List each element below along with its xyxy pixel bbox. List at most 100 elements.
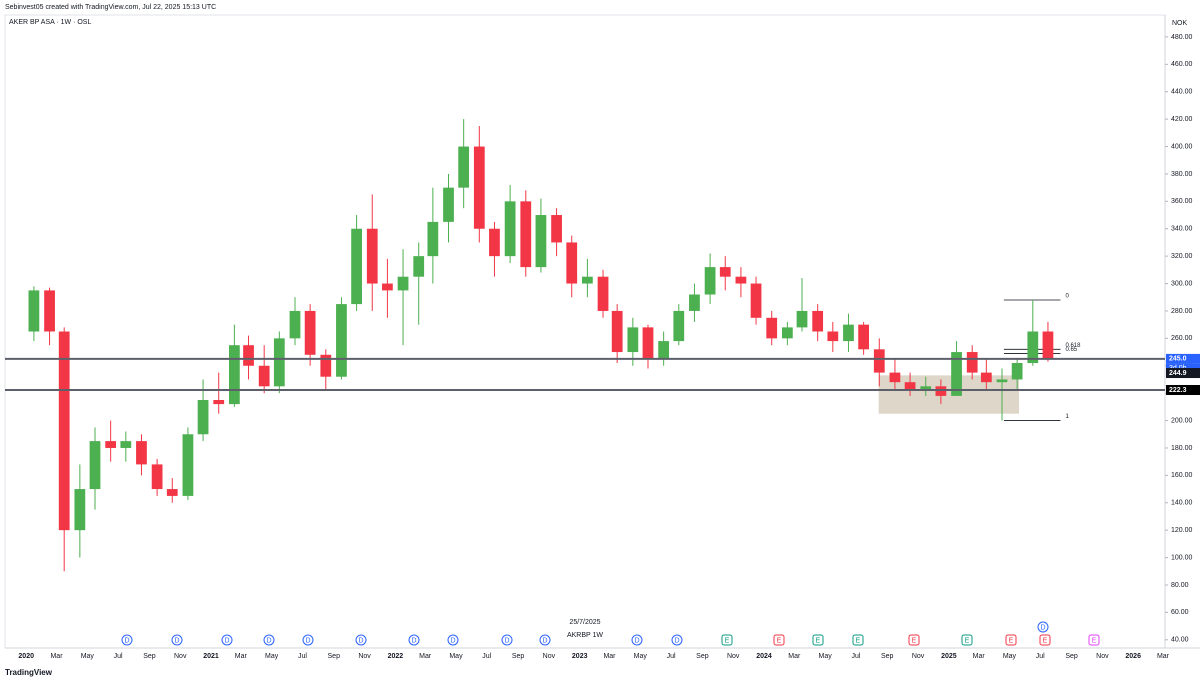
event-label: E — [816, 637, 821, 644]
y-tick-label: 140.00 — [1171, 500, 1193, 507]
event-icon — [908, 634, 920, 646]
event-label: D — [542, 637, 547, 644]
event-icon — [355, 634, 367, 646]
candle-body — [980, 372, 992, 383]
candle-body — [1011, 363, 1023, 380]
x-tick-label: 2020 — [18, 653, 34, 660]
candle-body — [105, 441, 117, 448]
candle-body — [597, 276, 609, 311]
candle-body — [151, 464, 163, 490]
y-tick-label: 460.00 — [1171, 61, 1193, 68]
x-tick-label: 2025 — [941, 653, 957, 660]
event-label: E — [1009, 637, 1014, 644]
candle-body — [812, 310, 824, 332]
event-icon — [1037, 621, 1049, 633]
event-label: E — [777, 637, 782, 644]
credit: Sebinvest05 created with TradingView.com… — [5, 4, 216, 11]
x-tick-label: Sep — [512, 653, 525, 660]
x-tick-label: Nov — [727, 653, 740, 660]
candle-body — [304, 310, 316, 355]
chart-title: AKER BP ASA · 1W · OSL — [9, 19, 91, 26]
y-tick-label: 80.00 — [1171, 582, 1189, 589]
candle-body — [320, 354, 332, 377]
fib-label: 1 — [1065, 414, 1069, 420]
x-tick-label: Mar — [788, 653, 801, 660]
candle-body — [120, 441, 132, 448]
event-icon — [961, 634, 973, 646]
candle-body — [566, 242, 578, 284]
candle-body — [920, 386, 932, 391]
logo: TradingView — [5, 668, 53, 677]
event-label: D — [674, 637, 679, 644]
event-label: D — [358, 637, 363, 644]
candle-body — [1042, 331, 1054, 360]
zone — [878, 375, 1020, 414]
candle-body — [413, 256, 425, 277]
event-label: D — [1040, 624, 1045, 631]
x-tick-label: Mar — [603, 653, 616, 660]
candle-body — [458, 146, 470, 188]
candle-body — [520, 201, 532, 268]
price-tag — [1166, 353, 1200, 364]
x-tick-label: Nov — [174, 653, 187, 660]
event-icon — [1039, 634, 1051, 646]
event-label: D — [634, 637, 639, 644]
y-tick-label: 480.00 — [1171, 34, 1193, 41]
candle-body — [996, 379, 1008, 383]
event-icon — [631, 634, 643, 646]
candle-body — [443, 187, 454, 222]
event-icon — [671, 634, 683, 646]
event-icon — [539, 634, 551, 646]
x-tick-label: Mar — [1157, 653, 1170, 660]
event-label: E — [856, 637, 861, 644]
y-tick-label: 160.00 — [1171, 472, 1193, 479]
tooltip-date: 25/7/2025 — [569, 619, 600, 626]
x-tick-label: Nov — [1096, 653, 1109, 660]
candle-body — [889, 372, 901, 383]
y-tick-label: 400.00 — [1171, 143, 1193, 150]
x-tick-label: May — [634, 653, 648, 660]
event-label: E — [725, 637, 730, 644]
event-label: D — [224, 637, 229, 644]
x-tick-label: 2021 — [203, 653, 219, 660]
x-tick-label: Sep — [328, 653, 341, 660]
event-icon — [263, 634, 275, 646]
x-tick-label: May — [449, 653, 463, 660]
x-tick-label: Nov — [912, 653, 925, 660]
candle-body — [273, 338, 285, 387]
candle-body — [427, 221, 439, 257]
x-tick-label: Sep — [696, 653, 709, 660]
y-tick-label: 40.00 — [1171, 637, 1189, 644]
x-tick-label: 2023 — [572, 653, 588, 660]
x-tick-label: May — [81, 653, 95, 660]
candle-body — [58, 331, 70, 531]
x-tick-label: Mar — [50, 653, 63, 660]
candle-body — [719, 267, 731, 277]
x-tick-label: Sep — [881, 653, 894, 660]
event-label: D — [305, 637, 310, 644]
x-tick-label: Nov — [543, 653, 556, 660]
candle-body — [382, 283, 393, 291]
event-label: D — [411, 637, 416, 644]
x-tick-label: Jul — [298, 653, 307, 660]
candle-body — [213, 400, 225, 405]
event-icon — [221, 634, 233, 646]
event-icon — [852, 634, 864, 646]
event-icon — [121, 634, 133, 646]
x-tick-label: Jul — [482, 653, 491, 660]
candle-body — [336, 304, 347, 377]
candle-body — [951, 352, 962, 396]
candle-body — [243, 345, 254, 366]
candle-body — [843, 324, 854, 342]
y-tick-label: 320.00 — [1171, 253, 1193, 260]
candle-body — [74, 489, 86, 531]
x-tick-label: Jul — [1036, 653, 1045, 660]
x-tick-label: 2024 — [756, 653, 772, 660]
candle-body — [858, 324, 870, 350]
candle-body — [44, 290, 55, 332]
candle-body — [197, 400, 209, 435]
currency: NOK — [1172, 20, 1188, 27]
event-label: E — [912, 637, 917, 644]
